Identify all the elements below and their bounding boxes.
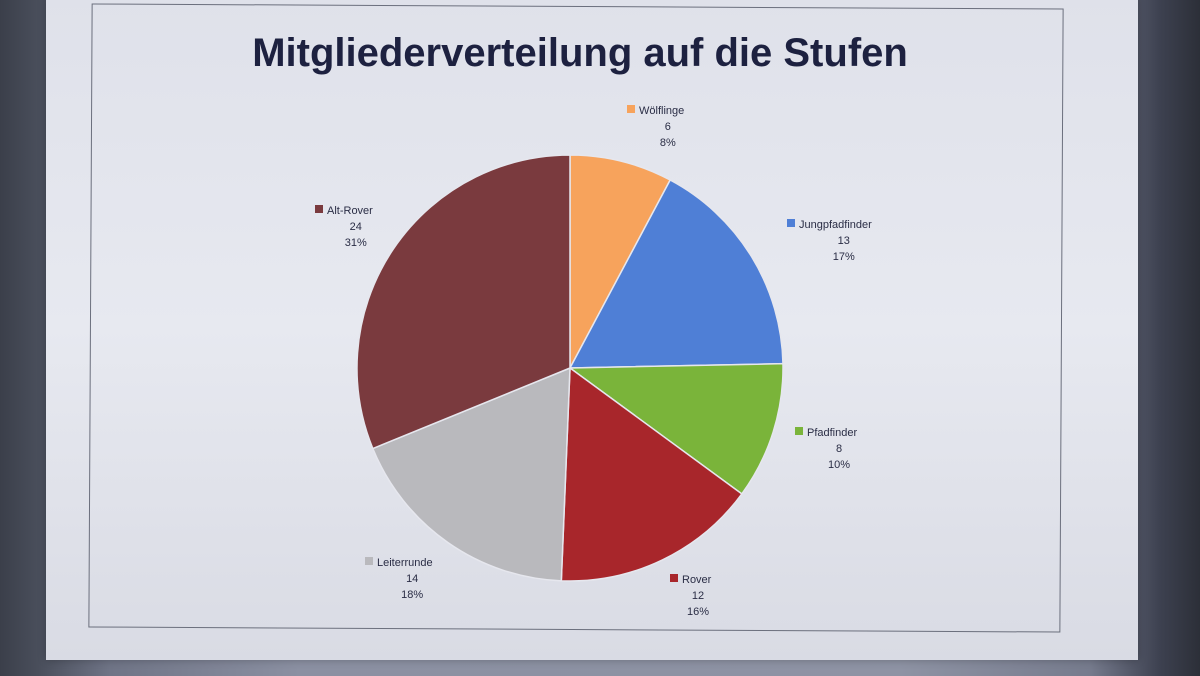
data-label-pfadfinder: Pfadfinder 8 10% — [795, 427, 857, 471]
legend-swatch — [315, 205, 323, 213]
pie-slice-leiterrunde — [371, 366, 571, 582]
slice-label-value: 24 — [350, 221, 362, 233]
slice-label-percent: 10% — [828, 459, 850, 471]
legend-swatch — [365, 557, 373, 565]
data-label-w-lflinge: Wölflinge 6 8% — [627, 105, 684, 149]
slice-label-percent: 18% — [401, 589, 423, 601]
slice-label-percent: 16% — [687, 606, 709, 618]
slice-label-name: Jungpfadfinder — [799, 219, 872, 231]
chart-title: Mitgliederverteilung auf die Stufen — [252, 31, 908, 75]
slice-label-name: Rover — [682, 574, 712, 586]
data-labels: Wölflinge 6 8% Jungpfadfinder 13 17% Pfadfinde… — [315, 105, 872, 618]
slice-label-value: 8 — [836, 443, 842, 455]
data-label-alt-rover: Alt-Rover 24 31% — [315, 205, 373, 249]
slice-label-value: 6 — [665, 121, 671, 133]
pie-slice-alt-rover — [356, 154, 571, 450]
slice-label-percent: 17% — [833, 251, 855, 263]
legend-swatch — [670, 574, 678, 582]
slice-label-value: 12 — [692, 590, 704, 602]
data-label-leiterrunde: Leiterrunde 14 18% — [365, 557, 433, 601]
pie-slice-pfadfinder — [567, 362, 784, 495]
data-label-jungpfadfinder: Jungpfadfinder 13 17% — [787, 219, 872, 263]
legend-swatch — [627, 105, 635, 113]
pie-slice-jungpfadfinder — [568, 179, 784, 369]
slice-label-value: 13 — [838, 235, 850, 247]
slice-label-name: Pfadfinder — [807, 427, 857, 439]
data-label-rover: Rover 12 16% — [670, 574, 712, 618]
slice-label-name: Alt-Rover — [327, 205, 373, 217]
slice-label-value: 14 — [406, 573, 418, 585]
pie-slice-rover — [560, 366, 743, 582]
pie-slice-w-lflinge — [569, 154, 672, 369]
slice-label-percent: 31% — [345, 237, 367, 249]
legend-swatch — [795, 427, 803, 435]
slice-label-name: Leiterrunde — [377, 557, 433, 569]
pie-slices — [356, 154, 784, 582]
slice-label-name: Wölflinge — [639, 105, 684, 117]
slice-label-percent: 8% — [660, 137, 676, 149]
legend-swatch — [787, 219, 795, 227]
